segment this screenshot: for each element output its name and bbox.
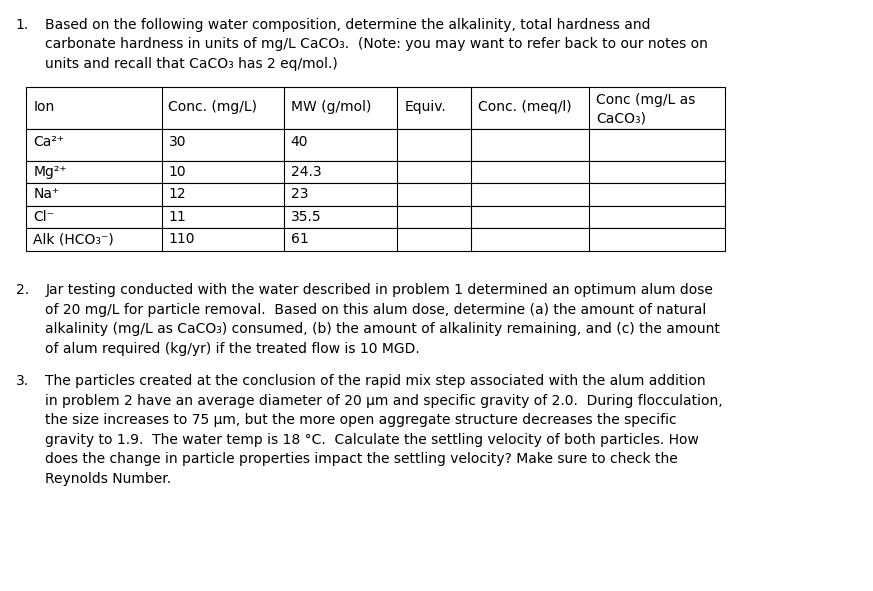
Text: 110: 110 (168, 232, 195, 246)
Text: 30: 30 (168, 135, 186, 149)
Text: The particles created at the conclusion of the rapid mix step associated with th: The particles created at the conclusion … (45, 374, 706, 388)
Text: 35.5: 35.5 (291, 210, 321, 224)
Text: MW (g/mol): MW (g/mol) (291, 100, 371, 114)
Bar (26, 87, 725, 129)
Text: Reynolds Number.: Reynolds Number. (45, 472, 171, 486)
Text: 12: 12 (168, 187, 186, 202)
Text: 3.: 3. (16, 374, 29, 388)
Bar (26, 161, 725, 183)
Text: gravity to 1.9.  The water temp is 18 °C.  Calculate the settling velocity of bo: gravity to 1.9. The water temp is 18 °C.… (45, 433, 699, 447)
Text: carbonate hardness in units of mg/L CaCO₃.  (Note: you may want to refer back to: carbonate hardness in units of mg/L CaCO… (45, 37, 708, 51)
Text: alkalinity (mg/L as CaCO₃) consumed, (b) the amount of alkalinity remaining, and: alkalinity (mg/L as CaCO₃) consumed, (b)… (45, 322, 720, 336)
Text: Alk (HCO₃⁻): Alk (HCO₃⁻) (33, 232, 113, 246)
Text: Cl⁻: Cl⁻ (33, 210, 54, 224)
Text: Ion: Ion (33, 100, 54, 114)
Text: Conc. (meq/l): Conc. (meq/l) (478, 100, 572, 114)
Text: in problem 2 have an average diameter of 20 μm and specific gravity of 2.0.  Dur: in problem 2 have an average diameter of… (45, 394, 723, 408)
Text: the size increases to 75 μm, but the more open aggregate structure decreases the: the size increases to 75 μm, but the mor… (45, 413, 677, 427)
Text: 23: 23 (291, 187, 308, 202)
Text: of alum required (kg/yr) if the treated flow is 10 MGD.: of alum required (kg/yr) if the treated … (45, 342, 420, 356)
Bar (26, 183, 725, 206)
Text: Na⁺: Na⁺ (33, 187, 59, 202)
Text: Conc. (mg/L): Conc. (mg/L) (168, 100, 258, 114)
Text: does the change in particle properties impact the settling velocity? Make sure t: does the change in particle properties i… (45, 452, 678, 466)
Text: units and recall that CaCO₃ has 2 eq/mol.): units and recall that CaCO₃ has 2 eq/mol… (45, 57, 338, 71)
Text: Equiv.: Equiv. (404, 100, 446, 114)
Bar (26, 129, 725, 161)
Text: Ca²⁺: Ca²⁺ (33, 135, 65, 149)
Text: Mg²⁺: Mg²⁺ (33, 165, 67, 179)
Text: 11: 11 (168, 210, 186, 224)
Text: 10: 10 (168, 165, 186, 179)
Text: Based on the following water composition, determine the alkalinity, total hardne: Based on the following water composition… (45, 18, 651, 32)
Text: 2.: 2. (16, 283, 29, 297)
Bar (26, 228, 725, 251)
Text: Jar testing conducted with the water described in problem 1 determined an optimu: Jar testing conducted with the water des… (45, 283, 713, 297)
Text: Conc (mg/L as: Conc (mg/L as (596, 93, 696, 107)
Text: 24.3: 24.3 (291, 165, 321, 179)
Bar (26, 206, 725, 228)
Text: 1.: 1. (16, 18, 29, 32)
Text: CaCO₃): CaCO₃) (596, 111, 646, 125)
Text: 61: 61 (291, 232, 308, 246)
Text: of 20 mg/L for particle removal.  Based on this alum dose, determine (a) the amo: of 20 mg/L for particle removal. Based o… (45, 303, 706, 317)
Text: 40: 40 (291, 135, 308, 149)
